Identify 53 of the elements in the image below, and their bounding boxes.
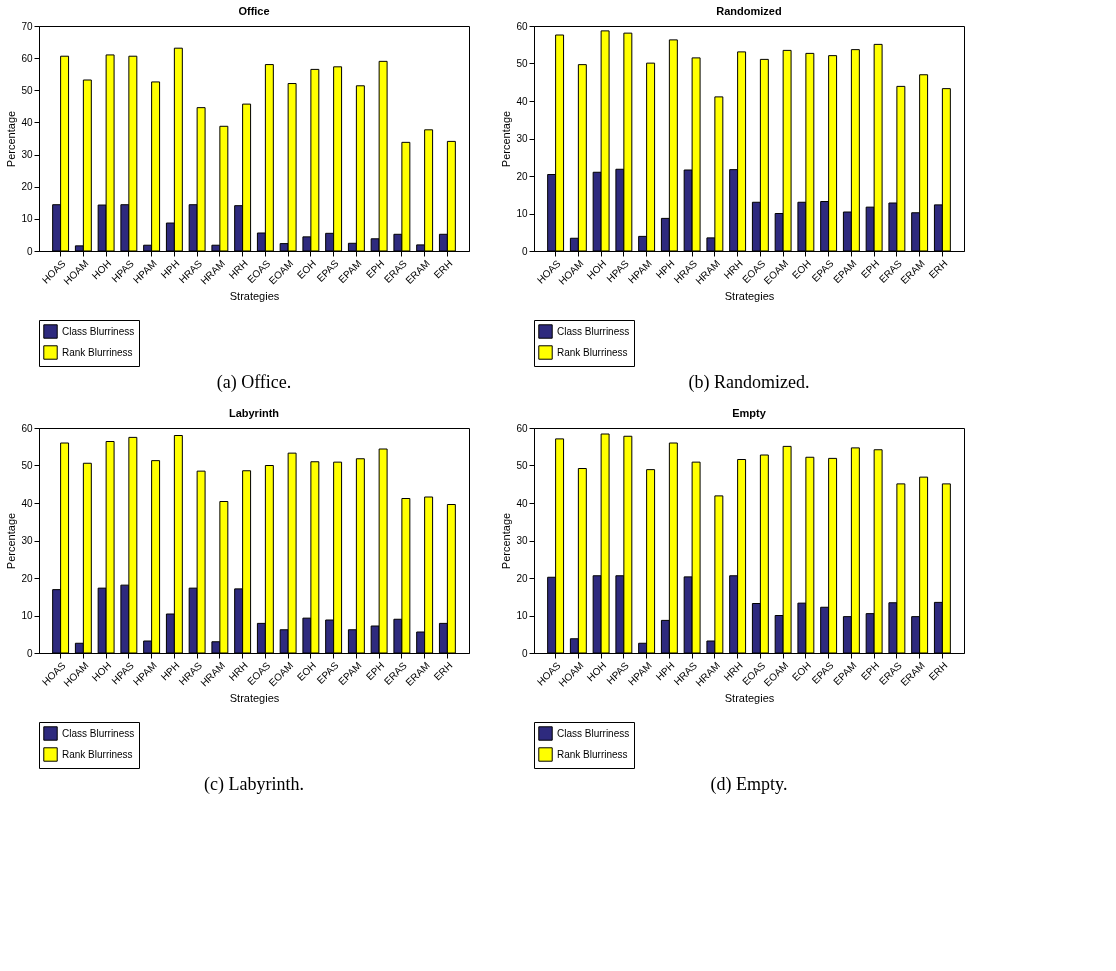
y-tick-label: 10 <box>516 208 528 219</box>
y-tick-label: 50 <box>516 460 528 471</box>
chart-title: Labyrinth <box>228 407 280 419</box>
y-tick-label: 40 <box>516 497 528 509</box>
y-tick-label: 20 <box>516 170 528 182</box>
legend-label: Class Blurriness <box>557 727 630 739</box>
y-tick-label: 0 <box>521 245 528 257</box>
y-tick-label: 40 <box>21 116 33 128</box>
legend-label: Rank Blurriness <box>557 748 628 760</box>
y-tick-label: 60 <box>516 422 528 434</box>
y-tick-label: 0 <box>26 245 33 257</box>
y-tick-label: 0 <box>26 647 33 659</box>
legend-label: Rank Blurriness <box>62 748 133 760</box>
y-tick-label: 10 <box>516 610 528 621</box>
y-tick-label: 70 <box>21 20 33 32</box>
y-axis-title: Percentage <box>500 512 513 570</box>
y-tick-label: 50 <box>21 460 33 471</box>
y-tick-label: 10 <box>21 610 33 621</box>
text: (d) Empty. <box>710 774 788 795</box>
y-tick-label: 30 <box>21 535 33 546</box>
text: (a) Office. <box>216 372 292 393</box>
text: (b) Randomized. <box>688 372 810 393</box>
x-axis-title: Strategies <box>229 691 280 704</box>
y-tick-label: 50 <box>21 84 33 96</box>
legend-label: Class Blurriness <box>62 727 135 739</box>
y-tick-label: 40 <box>21 497 33 509</box>
chart-title: Office <box>238 5 270 17</box>
legend-label: Class Blurriness <box>557 325 630 337</box>
x-axis-title: Strategies <box>724 289 775 302</box>
y-tick-label: 50 <box>516 58 528 69</box>
y-tick-label: 30 <box>516 133 528 144</box>
y-tick-label: 30 <box>21 149 33 161</box>
y-axis-title: Percentage <box>500 110 513 168</box>
x-axis-title: Strategies <box>724 691 775 704</box>
y-tick-label: 10 <box>21 213 33 225</box>
y-axis-title: Percentage <box>5 512 18 570</box>
chart-title: Randomized <box>716 5 782 17</box>
x-axis-title: Strategies <box>229 289 280 302</box>
y-tick-label: 40 <box>516 95 528 107</box>
y-tick-label: 0 <box>521 647 528 659</box>
y-tick-label: 60 <box>21 422 33 434</box>
text: (c) Labyrinth. <box>204 774 304 795</box>
y-tick-label: 60 <box>516 20 528 32</box>
y-tick-label: 20 <box>21 572 33 584</box>
y-tick-label: 30 <box>516 535 528 546</box>
y-tick-label: 20 <box>516 572 528 584</box>
legend-label: Rank Blurriness <box>557 346 628 358</box>
y-axis-title: Percentage <box>5 110 18 168</box>
y-tick-label: 60 <box>21 52 33 64</box>
legend-label: Class Blurriness <box>62 325 135 337</box>
legend-label: Rank Blurriness <box>62 346 133 358</box>
chart-title: Empty <box>732 407 767 419</box>
y-tick-label: 20 <box>21 181 33 193</box>
